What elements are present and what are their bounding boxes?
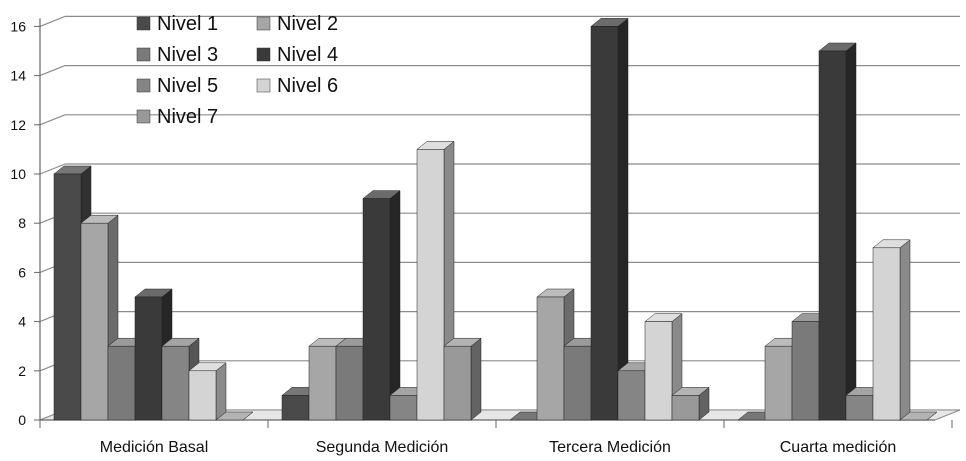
bar-side xyxy=(470,337,482,421)
legend-label: Nivel 2 xyxy=(277,13,338,35)
bar xyxy=(188,362,227,421)
bar xyxy=(590,17,629,421)
gridline-side xyxy=(39,163,66,175)
legend-swatch xyxy=(136,78,151,93)
bar-top xyxy=(215,411,254,421)
legend-label: Nivel 5 xyxy=(157,75,218,97)
legend-item: Nivel 5 xyxy=(136,75,218,97)
bar-front xyxy=(872,247,901,421)
bar-front xyxy=(362,198,391,421)
bar-front xyxy=(617,370,646,421)
bar-front xyxy=(416,149,445,421)
legend-label: Nivel 7 xyxy=(157,106,218,128)
y-tick-label: 12 xyxy=(10,117,26,133)
bar-front xyxy=(80,222,109,421)
bar-front xyxy=(335,345,364,421)
bar-front xyxy=(845,395,874,421)
y-tick-label: 6 xyxy=(18,264,26,280)
bar xyxy=(872,239,911,421)
bar-side xyxy=(845,42,857,421)
bar-front xyxy=(671,395,700,421)
bar xyxy=(671,386,710,421)
bar-front xyxy=(161,345,190,421)
x-category-label: Cuarta medición xyxy=(780,439,897,456)
bar xyxy=(443,337,482,421)
bar-front xyxy=(188,370,217,421)
y-tick-label: 16 xyxy=(10,18,26,34)
bar-front xyxy=(107,345,136,421)
bar-side xyxy=(899,239,911,421)
bar-front xyxy=(281,395,310,421)
legend-label: Nivel 4 xyxy=(277,44,338,66)
gridline-side xyxy=(39,114,66,126)
bar xyxy=(215,411,254,421)
bar-front xyxy=(764,345,793,421)
bar-front xyxy=(389,395,418,421)
bar xyxy=(362,190,401,421)
bar-side xyxy=(215,362,227,421)
legend: Nivel 1 Nivel 2 Nivel 3 Nivel 4 Nivel 5 Nivel… xyxy=(136,13,338,128)
legend-label: Nivel 1 xyxy=(157,13,218,35)
bar-front xyxy=(134,296,163,421)
x-category-label: Segunda Medición xyxy=(316,439,449,456)
bar-front xyxy=(590,26,619,421)
gridline-side xyxy=(39,65,66,77)
legend-swatch xyxy=(256,78,271,93)
y-tick-label: 0 xyxy=(18,412,26,428)
bar-front xyxy=(443,345,472,421)
bar-side xyxy=(389,190,401,421)
legend-label: Nivel 3 xyxy=(157,44,218,66)
y-tick-label: 10 xyxy=(10,166,26,182)
bar-front xyxy=(308,345,337,421)
bar-front xyxy=(644,321,673,421)
legend-item: Nivel 7 xyxy=(136,106,218,128)
bar-front xyxy=(791,321,820,421)
bar-front xyxy=(53,173,82,421)
x-category-label: Medición Basal xyxy=(100,439,209,456)
gridline-side xyxy=(39,15,66,27)
bar-front xyxy=(536,296,565,421)
bar xyxy=(899,411,938,421)
legend-swatch xyxy=(256,16,271,31)
y-tick-label: 2 xyxy=(18,363,26,379)
legend-item: Nivel 3 xyxy=(136,44,218,66)
bar-front xyxy=(818,50,847,421)
legend-label: Nivel 6 xyxy=(277,75,338,97)
legend-swatch xyxy=(256,47,271,62)
legend-item: Nivel 1 xyxy=(136,13,218,35)
legend-swatch xyxy=(136,16,151,31)
y-tick-label: 8 xyxy=(18,215,26,231)
y-tick-label: 14 xyxy=(10,68,26,84)
bar xyxy=(818,42,857,421)
gridlines xyxy=(39,15,961,421)
legend-item: Nivel 6 xyxy=(256,75,338,97)
bar-front xyxy=(563,345,592,421)
bar-side xyxy=(617,17,629,421)
bar xyxy=(80,214,119,421)
legend-swatch xyxy=(136,109,151,124)
x-category-label: Tercera Medición xyxy=(549,439,671,456)
bar-top xyxy=(899,411,938,421)
legend-item: Nivel 2 xyxy=(256,13,338,35)
legend-swatch xyxy=(136,47,151,62)
bars xyxy=(53,17,938,421)
legend-item: Nivel 4 xyxy=(256,44,338,66)
y-tick-label: 4 xyxy=(18,314,26,330)
